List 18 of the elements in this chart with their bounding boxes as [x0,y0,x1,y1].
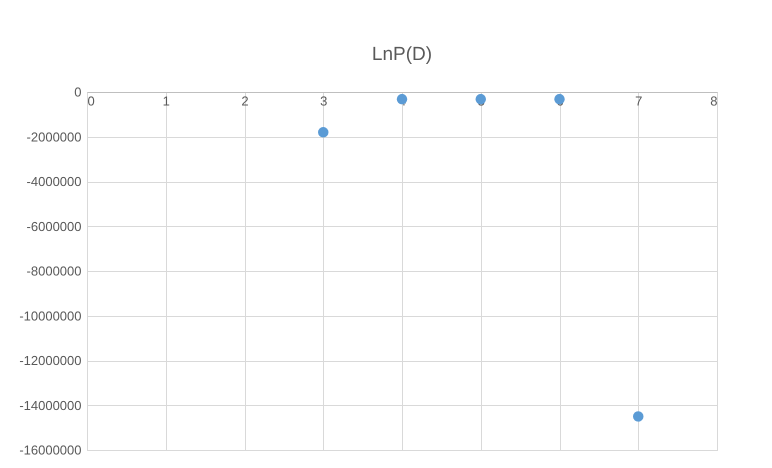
point [633,411,644,422]
y-tick-label: -6000000 [26,218,82,234]
y-tick-label: -4000000 [26,174,82,189]
x-tick-label: 1 [162,94,170,108]
y-tick-label: -12000000 [19,353,82,368]
y-tick-label: -2000000 [26,129,82,144]
y-tick-label: -16000000 [19,442,82,458]
point [554,94,565,104]
y-tick-label: -8000000 [26,264,82,278]
y-tick-label: -14000000 [19,398,82,413]
x-tick-label: 3 [320,94,328,108]
x-tick-label: 7 [635,94,642,108]
x-tick-label: 0 [88,94,95,108]
x-tick-label: 8 [710,94,718,108]
point [318,127,328,138]
chart-title: LnP(D) [372,44,432,65]
y-tick-label: -10000000 [19,308,82,324]
x-tick-label: 2 [241,94,249,108]
